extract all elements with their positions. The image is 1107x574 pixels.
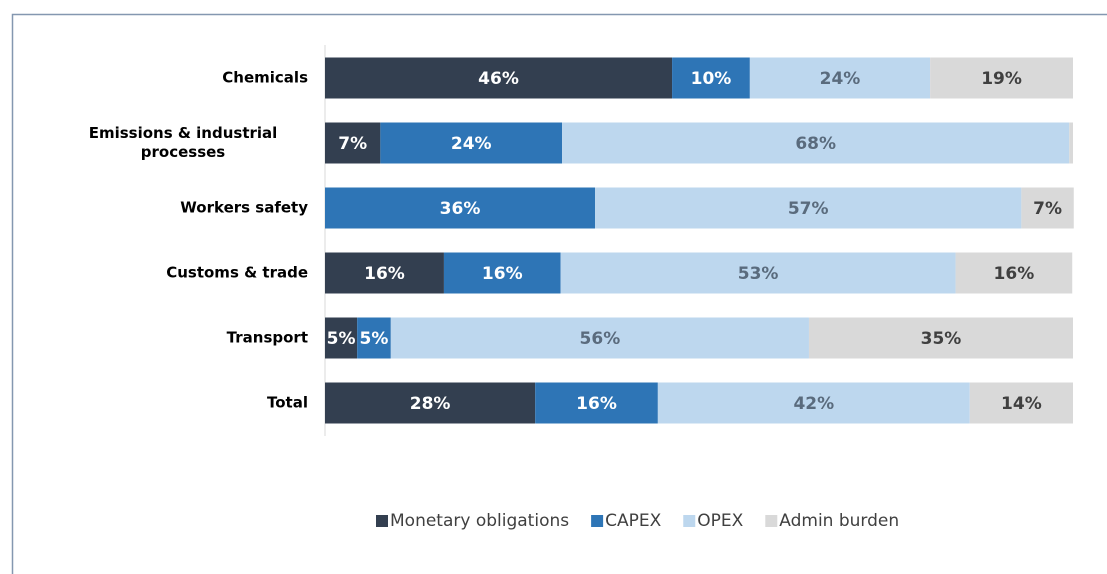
data-label: 57% [788, 199, 829, 219]
data-label: 56% [580, 329, 621, 349]
bar-segment [1069, 122, 1073, 164]
bar-segment [325, 57, 673, 99]
bar-segment [672, 57, 750, 99]
data-label: 42% [793, 394, 834, 414]
data-label: 16% [364, 264, 405, 284]
data-label: 46% [478, 69, 519, 89]
data-label: 10% [691, 69, 732, 89]
category-label: Transport [226, 328, 308, 347]
bar-segment [325, 122, 381, 164]
data-label: 28% [410, 394, 451, 414]
data-label: 16% [482, 264, 523, 284]
frame [11, 13, 1107, 574]
bar-segment [443, 252, 561, 294]
data-label: 5% [327, 329, 356, 349]
data-label: 24% [820, 69, 861, 89]
bar-segment [325, 317, 358, 359]
bar-segment [657, 382, 970, 424]
legend-label: Monetary obligations [390, 511, 569, 531]
data-label: 16% [576, 394, 617, 414]
data-label: 19% [981, 69, 1022, 89]
legend-label: OPEX [697, 511, 743, 531]
data-label: 7% [1033, 199, 1062, 219]
bar-segment [325, 252, 444, 294]
bar-segment [969, 382, 1073, 424]
legend-marker [683, 515, 696, 527]
bar-segment [535, 382, 658, 424]
bar-segment [325, 382, 536, 424]
legend-marker [765, 515, 778, 527]
legend-marker [376, 515, 388, 527]
category-label: Workers safety [180, 198, 308, 217]
bar-segment [325, 187, 596, 229]
category-label: Chemicals [222, 68, 308, 87]
data-label: 35% [921, 329, 962, 349]
bar-segment [749, 57, 931, 99]
bar-segment [390, 317, 809, 359]
legend-label: CAPEX [605, 511, 661, 531]
bar-segment [595, 187, 1022, 229]
data-label: 68% [795, 134, 836, 154]
data-label: 36% [440, 199, 481, 219]
bar-segment [357, 317, 391, 359]
bar-segment [808, 317, 1073, 359]
bar-segment [562, 122, 1070, 164]
legend-label: Admin burden [779, 511, 899, 531]
category-label: Customs & trade [166, 263, 308, 282]
data-label: 5% [360, 329, 389, 349]
bar-segment [560, 252, 956, 294]
bar-segment [1021, 187, 1074, 229]
bar-segment [930, 57, 1073, 99]
category-label: Emissions & industrial processes [88, 124, 278, 161]
legend-marker [591, 515, 604, 527]
bar-segment [955, 252, 1073, 294]
bar-segment [380, 122, 563, 164]
data-label: 53% [738, 264, 779, 284]
data-label: 24% [451, 134, 492, 154]
data-label: 14% [1001, 394, 1042, 414]
data-label: 16% [994, 264, 1035, 284]
data-label: 7% [338, 134, 367, 154]
category-label: Total [267, 393, 308, 412]
